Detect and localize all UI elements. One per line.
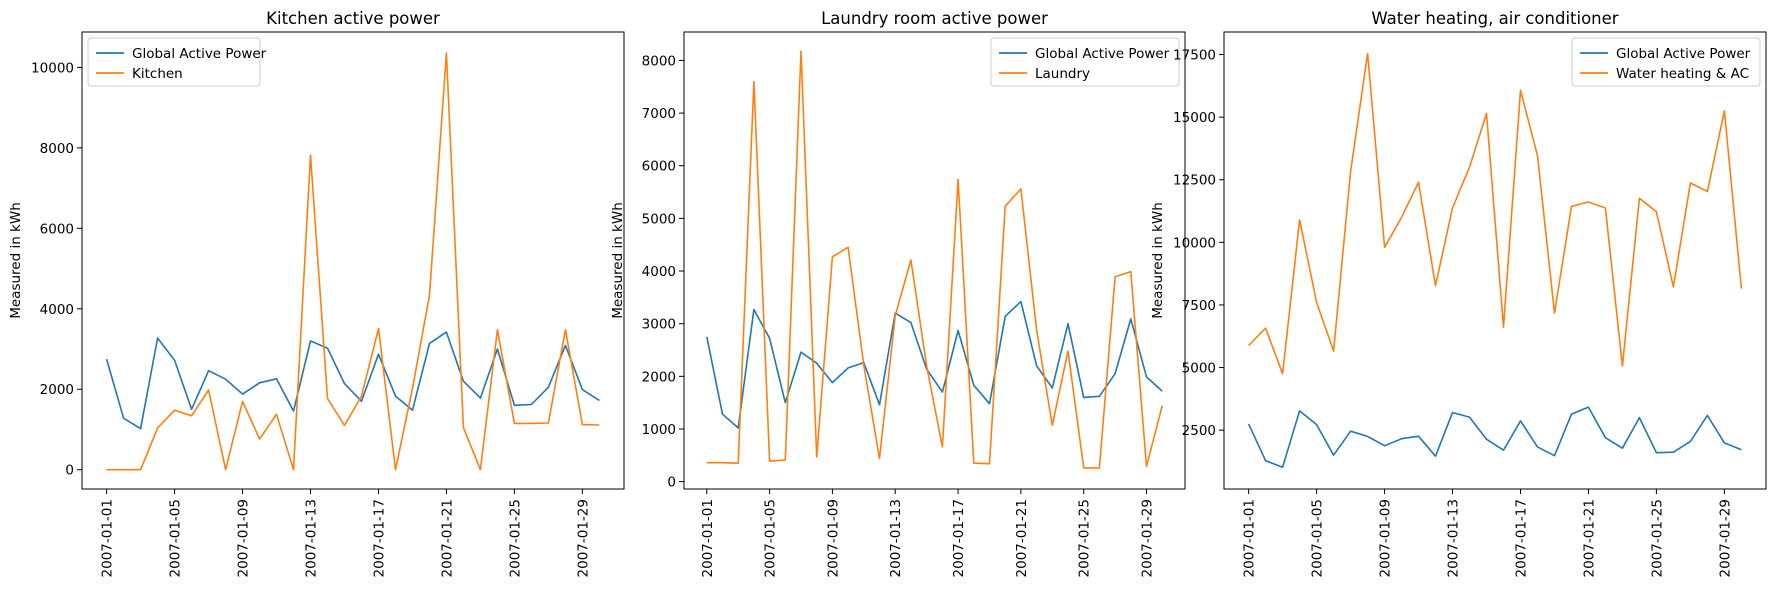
y-tick-label: 12500 [1173, 173, 1216, 189]
x-tick-label: 2007-01-09 [236, 499, 252, 577]
legend-box [990, 37, 1180, 87]
x-tick-label: 2007-01-25 [1077, 499, 1093, 577]
x-tick-label: 2007-01-09 [825, 499, 841, 577]
x-tick-label: 2007-01-13 [888, 499, 904, 577]
legend-entry: Water heating & AC [1616, 66, 1749, 82]
y-tick-label: 4000 [642, 264, 676, 280]
x-tick-label: 2007-01-21 [1581, 499, 1597, 577]
y-tick-label: 0 [65, 463, 74, 479]
y-tick-label: 2000 [40, 382, 74, 398]
y-tick-label: 17500 [1173, 48, 1216, 64]
x-tick-label: 2007-01-01 [700, 499, 716, 577]
x-tick-label: 2007-01-29 [575, 499, 591, 577]
x-tick-label: 2007-01-13 [1446, 499, 1462, 577]
chart-panel-2: Laundry room active power Measured in kWh… [610, 9, 1186, 577]
x-tick-label: 2007-01-17 [371, 499, 387, 577]
x-tick-label: 2007-01-29 [1140, 499, 1156, 577]
y-tick-label: 7000 [642, 106, 676, 122]
x-tick-label: 2007-01-05 [168, 499, 184, 577]
x-tick-label: 2007-01-01 [1242, 499, 1258, 577]
axes-frame [1223, 31, 1767, 490]
x-tick-label: 2007-01-25 [507, 499, 523, 577]
chart-title: Kitchen active power [266, 9, 440, 28]
axes-frame [81, 31, 625, 490]
x-tick-label: 2007-01-21 [439, 499, 455, 577]
y-axis-label: Measured in kWh [1150, 202, 1166, 319]
y-tick-label: 6000 [642, 159, 676, 175]
y-tick-label: 2500 [1182, 423, 1216, 439]
y-tick-label: 10000 [31, 60, 74, 76]
y-axis-label: Measured in kWh [8, 202, 24, 319]
legend: Global Active Power Laundry [990, 37, 1180, 87]
legend-entry: Global Active Power [1616, 46, 1751, 62]
y-axis-label: Measured in kWh [610, 202, 626, 319]
y-tick-label: 5000 [1182, 361, 1216, 377]
series-line-submeter [1248, 52, 1743, 375]
y-tick-label: 15000 [1173, 110, 1216, 126]
x-tick-label: 2007-01-17 [951, 499, 967, 577]
y-tick-label: 0 [667, 475, 676, 491]
series-line-global-active-power [105, 331, 600, 430]
y-tick-label: 3000 [642, 317, 676, 333]
series-line-submeter [706, 50, 1163, 469]
series-line-global-active-power [1247, 406, 1742, 469]
y-tick-label: 6000 [40, 221, 74, 237]
legend: Global Active Power Kitchen [87, 37, 267, 87]
y-tick-label: 8000 [40, 141, 74, 157]
y-tick-label: 5000 [642, 211, 676, 227]
legend-box [87, 37, 261, 87]
series-line-global-active-power [706, 300, 1163, 429]
y-tick-label: 7500 [1182, 298, 1216, 314]
legend-entry: Global Active Power [132, 46, 267, 62]
chart-panel-3: Water heating, air conditioner Measured i… [1150, 9, 1767, 577]
legend-entry: Kitchen [132, 66, 183, 82]
chart-title: Water heating, air conditioner [1371, 9, 1618, 28]
legend: Global Active Power Water heating & AC [1571, 37, 1761, 87]
x-tick-label: 2007-01-29 [1717, 499, 1733, 577]
chart-title: Laundry room active power [821, 9, 1048, 28]
y-tick-label: 8000 [642, 53, 676, 69]
y-tick-label: 4000 [40, 302, 74, 318]
axes-frame [683, 31, 1186, 490]
x-tick-label: 2007-01-05 [1310, 499, 1326, 577]
y-tick-label: 2000 [642, 369, 676, 385]
x-tick-label: 2007-01-25 [1649, 499, 1665, 577]
x-tick-label: 2007-01-09 [1378, 499, 1394, 577]
x-tick-label: 2007-01-13 [304, 499, 320, 577]
legend-entry: Global Active Power [1035, 46, 1170, 62]
series-line-submeter [106, 52, 600, 471]
y-tick-label: 1000 [642, 422, 676, 438]
legend-box [1571, 37, 1761, 87]
x-tick-label: 2007-01-17 [1513, 499, 1529, 577]
x-tick-label: 2007-01-01 [100, 499, 116, 577]
legend-entry: Laundry [1035, 66, 1090, 82]
x-tick-label: 2007-01-05 [763, 499, 779, 577]
y-tick-label: 10000 [1173, 235, 1216, 251]
chart-panel-1: Kitchen active power Measured in kWh 0 2000… [8, 9, 625, 577]
x-tick-label: 2007-01-21 [1014, 499, 1030, 577]
